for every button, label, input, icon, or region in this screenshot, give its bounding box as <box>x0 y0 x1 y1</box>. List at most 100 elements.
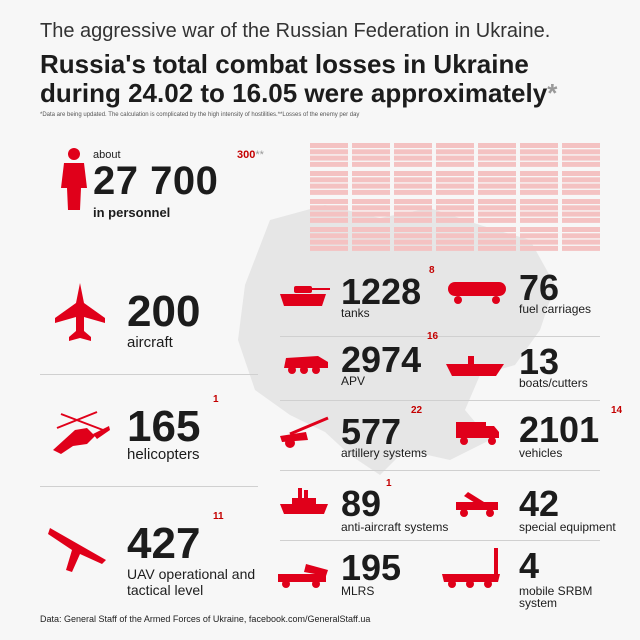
personnel-block <box>310 199 348 223</box>
personnel-value: 27 700 <box>93 159 219 203</box>
title-line-1: Russia's total combat losses in Ukraine <box>40 49 529 79</box>
aircraft-label: aircraft <box>127 334 173 351</box>
personnel-block <box>394 143 432 167</box>
personnel-block <box>310 143 348 167</box>
personnel-label: in personnel <box>93 205 171 220</box>
fuel-carriages-value: 76 <box>519 267 560 308</box>
personnel-block <box>310 227 348 251</box>
anti-aircraft-label: anti-aircraft systems <box>341 520 449 534</box>
fuel-carriages-label: fuel carriages <box>519 302 592 316</box>
fuel-tank-car-icon <box>448 282 506 304</box>
fighter-jet-icon <box>55 283 105 341</box>
mlrs-label: MLRS <box>341 584 375 598</box>
apv-daily-loss: 16 <box>427 331 439 342</box>
personnel-block <box>436 171 474 195</box>
title-line-2-text: during 24.02 to 16.05 were approximately <box>40 78 548 108</box>
personnel-block <box>478 199 516 223</box>
apc-icon <box>284 356 328 374</box>
anti-aircraft-daily-loss: 1 <box>386 478 392 489</box>
boats-value: 13 <box>519 341 560 382</box>
personnel-block <box>394 227 432 251</box>
personnel-block <box>352 227 390 251</box>
divider <box>280 400 600 401</box>
helicopters-value: 165 <box>127 402 201 451</box>
personnel-block <box>310 171 348 195</box>
personnel-block <box>478 171 516 195</box>
uav-label-line2: tactical level <box>127 582 204 598</box>
personnel-grid <box>310 143 600 251</box>
personnel-block <box>562 227 600 251</box>
personnel-block <box>436 227 474 251</box>
divider <box>40 486 258 487</box>
aircraft-value: 200 <box>127 287 201 336</box>
personnel-block <box>394 199 432 223</box>
uav-label-line1: UAV operational and <box>127 566 256 582</box>
artillery-daily-loss: 22 <box>411 405 423 416</box>
divider <box>280 470 600 471</box>
helicopter-icon <box>53 411 110 454</box>
personnel-block <box>520 143 558 167</box>
personnel-block <box>520 199 558 223</box>
vehicles-value: 2101 <box>519 409 600 450</box>
uav-value: 427 <box>127 519 201 568</box>
personnel-about: about <box>93 149 121 161</box>
personnel-block <box>520 227 558 251</box>
srbm-label-line1: mobile SRBM <box>519 584 593 598</box>
personnel-block <box>562 143 600 167</box>
helicopters-label: helicopters <box>127 446 200 463</box>
personnel-block <box>394 171 432 195</box>
divider <box>280 540 600 541</box>
boats-label: boats/cutters <box>519 376 588 390</box>
personnel-daily-value: 300 <box>237 149 256 161</box>
anti-aircraft-icon <box>280 488 328 514</box>
divider <box>40 374 258 375</box>
anti-aircraft-value: 89 <box>341 483 382 524</box>
tanks-value: 1228 <box>341 271 422 312</box>
artillery-icon <box>280 416 329 448</box>
srbm-label-line2: system <box>519 596 558 610</box>
uav-daily-loss: 11 <box>213 511 224 522</box>
flag-stripe-blue <box>0 0 18 320</box>
tanks-label: tanks <box>341 306 370 320</box>
personnel-block <box>436 143 474 167</box>
personnel-block <box>478 227 516 251</box>
vehicles-daily-loss: 14 <box>611 405 623 416</box>
special-equipment-label: special equipment <box>519 520 616 534</box>
artillery-label: artillery systems <box>341 446 428 460</box>
boat-icon <box>446 356 504 376</box>
drone-icon <box>48 528 106 572</box>
personnel-block <box>352 171 390 195</box>
special-equipment-icon <box>456 492 498 517</box>
personnel-block <box>352 143 390 167</box>
divider <box>280 336 600 337</box>
helicopters-daily-loss: 1 <box>213 394 219 405</box>
personnel-block <box>478 143 516 167</box>
personnel-block <box>520 171 558 195</box>
mlrs-value: 195 <box>341 547 402 588</box>
personnel-block <box>562 199 600 223</box>
personnel-daily-mark: ** <box>255 149 264 161</box>
flag-stripe-yellow <box>0 320 18 640</box>
artillery-value: 577 <box>341 411 402 452</box>
source-note: Data: General Staff of the Armed Forces … <box>40 614 371 624</box>
tanks-daily-loss: 8 <box>429 265 435 276</box>
mlrs-icon <box>278 564 328 588</box>
personnel-block <box>562 171 600 195</box>
ukraine-map-silhouette <box>238 205 555 475</box>
page-title: Russia's total combat losses in Ukraine … <box>40 50 557 108</box>
special-equipment-value: 42 <box>519 483 560 524</box>
title-asterisk: * <box>547 78 558 108</box>
personnel-block <box>352 199 390 223</box>
footnote: *Data are being updated. The calculation… <box>40 112 360 118</box>
title-line-2: during 24.02 to 16.05 were approximately… <box>40 79 557 108</box>
apv-label: APV <box>341 374 366 388</box>
truck-icon <box>456 422 499 445</box>
person-icon <box>61 148 87 210</box>
srbm-launcher-icon <box>442 548 500 588</box>
tank-icon <box>280 286 330 306</box>
personnel-block <box>436 199 474 223</box>
page-subtitle: The aggressive war of the Russian Federa… <box>40 20 551 42</box>
apv-value: 2974 <box>341 339 422 380</box>
srbm-value: 4 <box>519 545 540 586</box>
vehicles-label: vehicles <box>519 446 563 460</box>
